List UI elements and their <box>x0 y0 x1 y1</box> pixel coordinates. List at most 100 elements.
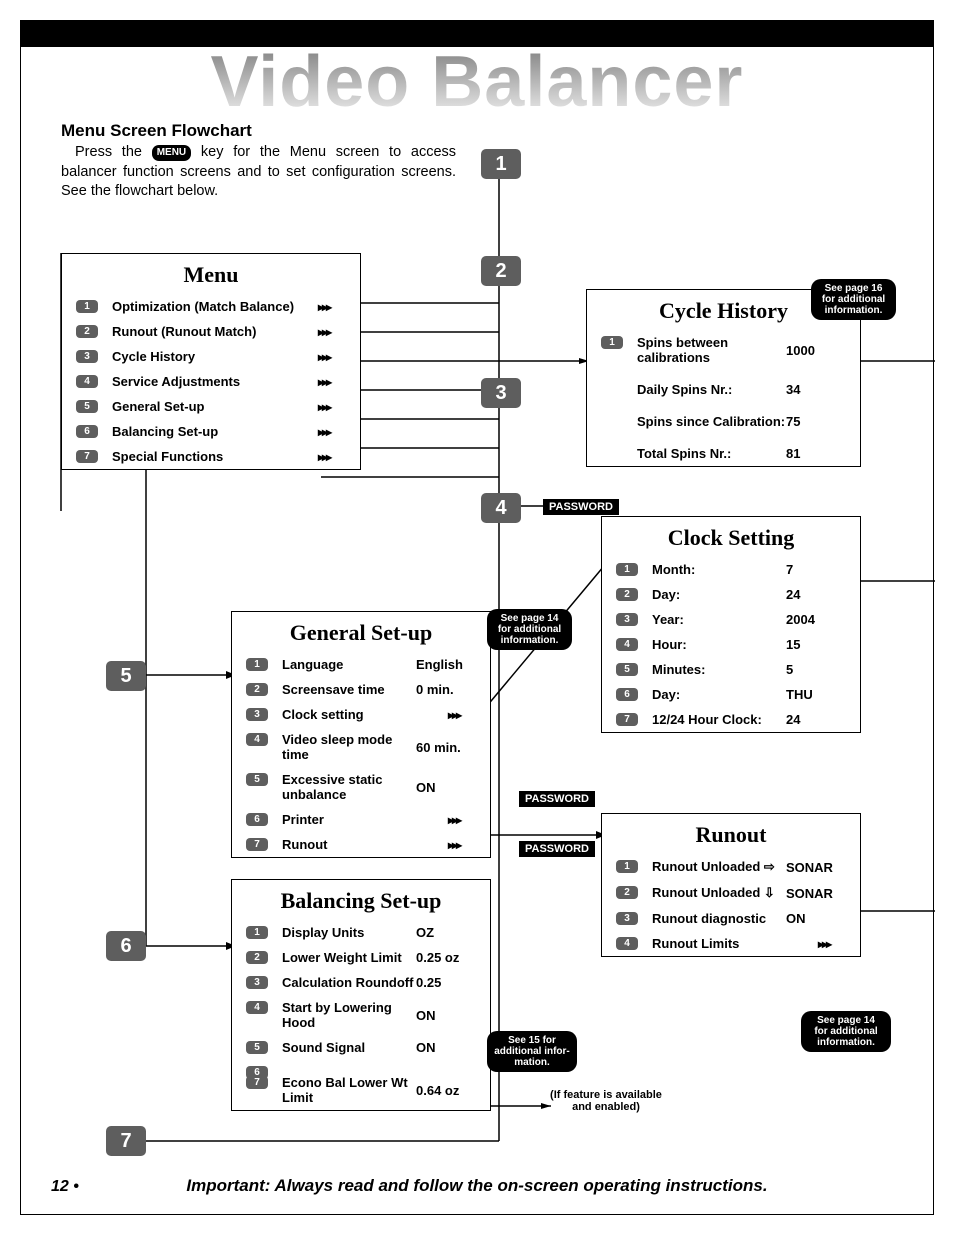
row-number-tag: 1 <box>601 336 623 349</box>
row-number-tag: 5 <box>76 400 98 413</box>
row-number-tag: 6 <box>616 688 638 701</box>
balancing-title: Balancing Set-up <box>232 880 490 920</box>
panel-row: 2 Screensave time0 min. <box>232 677 490 702</box>
panel-row: 3Clock setting▸▸▸ <box>232 702 490 727</box>
section-title: Menu Screen Flowchart <box>61 121 252 141</box>
row-value: 60 min. <box>416 740 476 755</box>
clock-title: Clock Setting <box>602 517 860 557</box>
panel-row: Total Spins Nr.:81 <box>587 434 860 466</box>
row-number-tag: 1 <box>76 300 98 313</box>
row-label: Runout (Runout Match) <box>112 324 318 339</box>
row-number-tag: 4 <box>76 375 98 388</box>
row-label: Printer <box>282 812 448 827</box>
panel-row: 5Excessive static unbalanceON <box>232 767 490 807</box>
hint-p14a: See page 14 for additional information. <box>487 609 572 650</box>
row-number-tag: 6 <box>246 813 268 826</box>
row-label: Runout Limits <box>652 936 818 951</box>
panel-row: 3Year:2004 <box>602 607 860 632</box>
row-number-tag: 3 <box>246 976 268 989</box>
row-number-tag: 7 <box>76 450 98 463</box>
panel-row: 1Display UnitsOZ <box>232 920 490 945</box>
panel-row: 7 Runout▸▸▸ <box>232 832 490 857</box>
submenu-arrow-icon: ▸▸▸ <box>448 838 476 852</box>
panel-row: 1Month:7 <box>602 557 860 582</box>
menu-title: Menu <box>62 254 360 294</box>
panel-row: 4Video sleep mode time60 min. <box>232 727 490 767</box>
row-number-tag: 4 <box>616 638 638 651</box>
row-label: Spins since Calibration: <box>637 414 786 429</box>
runout-panel: Runout 1Runout Unloaded ⇨SONAR2Runout Un… <box>601 813 861 957</box>
row-label: Lower Weight Limit <box>282 950 416 965</box>
panel-row: 712/24 Hour Clock:24 <box>602 707 860 732</box>
row-label: Runout <box>282 837 448 852</box>
submenu-arrow-icon: ▸▸▸ <box>318 350 346 364</box>
row-label: Video sleep mode time <box>282 732 416 762</box>
panel-row: 2Runout (Runout Match)▸▸▸ <box>62 319 360 344</box>
submenu-arrow-icon: ▸▸▸ <box>318 425 346 439</box>
row-value: 24 <box>786 587 846 602</box>
row-number-tag: 7 <box>246 1076 268 1089</box>
row-label: Calculation Roundoff <box>282 975 416 990</box>
row-label: Hour: <box>652 637 786 652</box>
panel-row: Daily Spins Nr.:34 <box>587 370 860 402</box>
row-label: Daily Spins Nr.: <box>637 382 786 397</box>
row-number-tag: 2 <box>246 683 268 696</box>
submenu-arrow-icon: ▸▸▸ <box>318 300 346 314</box>
submenu-arrow-icon: ▸▸▸ <box>318 375 346 389</box>
row-label: Cycle History <box>112 349 318 364</box>
panel-row: 2 Lower Weight Limit0.25 oz <box>232 945 490 970</box>
panel-row: 6 Printer▸▸▸ <box>232 807 490 832</box>
row-value: 2004 <box>786 612 846 627</box>
panel-row: 2Runout Unloaded ⇩SONAR <box>602 880 860 906</box>
panel-row: 6 <box>232 1060 490 1070</box>
general-title: General Set-up <box>232 612 490 652</box>
row-label: Runout diagnostic <box>652 911 786 926</box>
header-watermark: Video Balancer <box>21 41 933 123</box>
password-label-3: PASSWORD <box>519 841 595 857</box>
row-label: Total Spins Nr.: <box>637 446 786 461</box>
row-value: 0.25 oz <box>416 950 476 965</box>
row-number-tag: 3 <box>616 912 638 925</box>
panel-row: 6Balancing Set-up▸▸▸ <box>62 419 360 444</box>
row-number-tag: 1 <box>246 658 268 671</box>
row-value: 7 <box>786 562 846 577</box>
row-value: SONAR <box>786 860 846 875</box>
row-label: Minutes: <box>652 662 786 677</box>
panel-row: 3Runout diagnosticON <box>602 906 860 931</box>
panel-row: Spins since Calibration:75 <box>587 402 860 434</box>
password-label-1: PASSWORD <box>543 499 619 515</box>
row-label: Service Adjustments <box>112 374 318 389</box>
password-label-2: PASSWORD <box>519 791 595 807</box>
row-value: 81 <box>786 446 846 461</box>
row-number-tag: 1 <box>616 563 638 576</box>
submenu-arrow-icon: ▸▸▸ <box>818 937 846 951</box>
row-number-tag: 3 <box>246 708 268 721</box>
row-value: 0 min. <box>416 682 476 697</box>
step-tag-7: 7 <box>106 1126 146 1156</box>
panel-row: 4Hour:15 <box>602 632 860 657</box>
row-number-tag: 2 <box>246 951 268 964</box>
panel-row: 4Runout Limits▸▸▸ <box>602 931 860 956</box>
row-value: 75 <box>786 414 846 429</box>
general-setup-panel: General Set-up 1LanguageEnglish 2 Screensa… <box>231 611 491 858</box>
row-value: THU <box>786 687 846 702</box>
row-label: Clock setting <box>282 707 448 722</box>
row-label: Screensave time <box>282 682 416 697</box>
row-number-tag: 7 <box>246 838 268 851</box>
submenu-arrow-icon: ▸▸▸ <box>448 813 476 827</box>
row-number-tag: 2 <box>616 588 638 601</box>
row-label: Runout Unloaded ⇨ <box>652 859 786 875</box>
row-label: Day: <box>652 587 786 602</box>
panel-row: 7Special Functions▸▸▸ <box>62 444 360 469</box>
row-value: 5 <box>786 662 846 677</box>
submenu-arrow-icon: ▸▸▸ <box>318 450 346 464</box>
step-tag-1: 1 <box>481 149 521 179</box>
row-label: Balancing Set-up <box>112 424 318 439</box>
panel-row: 5Sound SignalON <box>232 1035 490 1060</box>
row-value: ON <box>416 1008 476 1023</box>
row-label: Spins between calibrations <box>637 335 786 365</box>
row-number-tag: 1 <box>616 860 638 873</box>
panel-row: 1LanguageEnglish <box>232 652 490 677</box>
submenu-arrow-icon: ▸▸▸ <box>318 400 346 414</box>
panel-row: 2 Day:24 <box>602 582 860 607</box>
